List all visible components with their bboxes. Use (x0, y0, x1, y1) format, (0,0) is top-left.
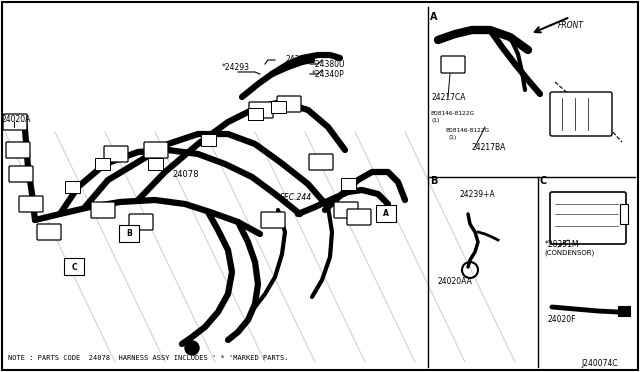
Text: B08146-8122G: B08146-8122G (430, 111, 474, 116)
FancyBboxPatch shape (271, 101, 286, 113)
Text: *28351M: *28351M (545, 240, 579, 249)
FancyBboxPatch shape (9, 166, 33, 182)
Bar (620, 204, 628, 224)
Text: 24020F: 24020F (548, 315, 577, 324)
FancyBboxPatch shape (550, 92, 612, 136)
FancyBboxPatch shape (6, 142, 30, 158)
Text: B: B (430, 176, 437, 186)
Circle shape (185, 341, 199, 355)
FancyBboxPatch shape (334, 202, 358, 218)
Bar (376, 205, 396, 222)
FancyBboxPatch shape (19, 196, 43, 212)
Text: (CONDENSOR): (CONDENSOR) (544, 250, 595, 257)
Bar (119, 225, 139, 242)
Text: 24078: 24078 (172, 170, 198, 179)
FancyBboxPatch shape (37, 224, 61, 240)
Text: FRONT: FRONT (558, 21, 584, 30)
FancyBboxPatch shape (65, 181, 80, 193)
Text: 24239+A: 24239+A (460, 190, 496, 199)
Text: (1): (1) (448, 135, 456, 140)
Text: 24217BA: 24217BA (472, 143, 506, 152)
Text: C: C (540, 176, 547, 186)
Text: 24345: 24345 (285, 55, 309, 64)
Text: SEC.244: SEC.244 (280, 193, 312, 202)
FancyBboxPatch shape (277, 96, 301, 112)
FancyBboxPatch shape (248, 108, 263, 120)
Text: 24020A: 24020A (2, 115, 31, 124)
Text: 24217CA: 24217CA (432, 93, 467, 102)
Text: *24340P: *24340P (312, 70, 345, 79)
FancyBboxPatch shape (148, 158, 163, 170)
FancyBboxPatch shape (550, 192, 626, 244)
Text: B08146-8122G: B08146-8122G (445, 128, 489, 133)
Text: A: A (430, 12, 438, 22)
FancyBboxPatch shape (261, 212, 285, 228)
FancyBboxPatch shape (249, 102, 273, 118)
FancyBboxPatch shape (91, 202, 115, 218)
FancyBboxPatch shape (3, 114, 27, 130)
FancyBboxPatch shape (441, 56, 465, 73)
FancyBboxPatch shape (347, 209, 371, 225)
Text: *24380U: *24380U (312, 60, 346, 69)
FancyBboxPatch shape (309, 154, 333, 170)
FancyBboxPatch shape (144, 142, 168, 158)
Text: 24020AA: 24020AA (438, 277, 473, 286)
Text: (1): (1) (432, 118, 440, 123)
FancyBboxPatch shape (95, 158, 110, 170)
Text: J240074C: J240074C (582, 359, 618, 368)
Text: NOTE : PARTS CODE  24078  HARNESS ASSY INCLUDES ' * 'MARKED PARTS.: NOTE : PARTS CODE 24078 HARNESS ASSY INC… (8, 355, 289, 361)
FancyBboxPatch shape (129, 214, 153, 230)
FancyBboxPatch shape (341, 178, 356, 190)
Text: A: A (383, 209, 389, 218)
FancyBboxPatch shape (104, 146, 128, 162)
Bar (64, 258, 84, 275)
Text: B: B (126, 230, 132, 238)
FancyBboxPatch shape (201, 134, 216, 146)
Text: C: C (71, 263, 77, 272)
Bar (618, 306, 630, 316)
Text: *24293: *24293 (222, 63, 250, 72)
